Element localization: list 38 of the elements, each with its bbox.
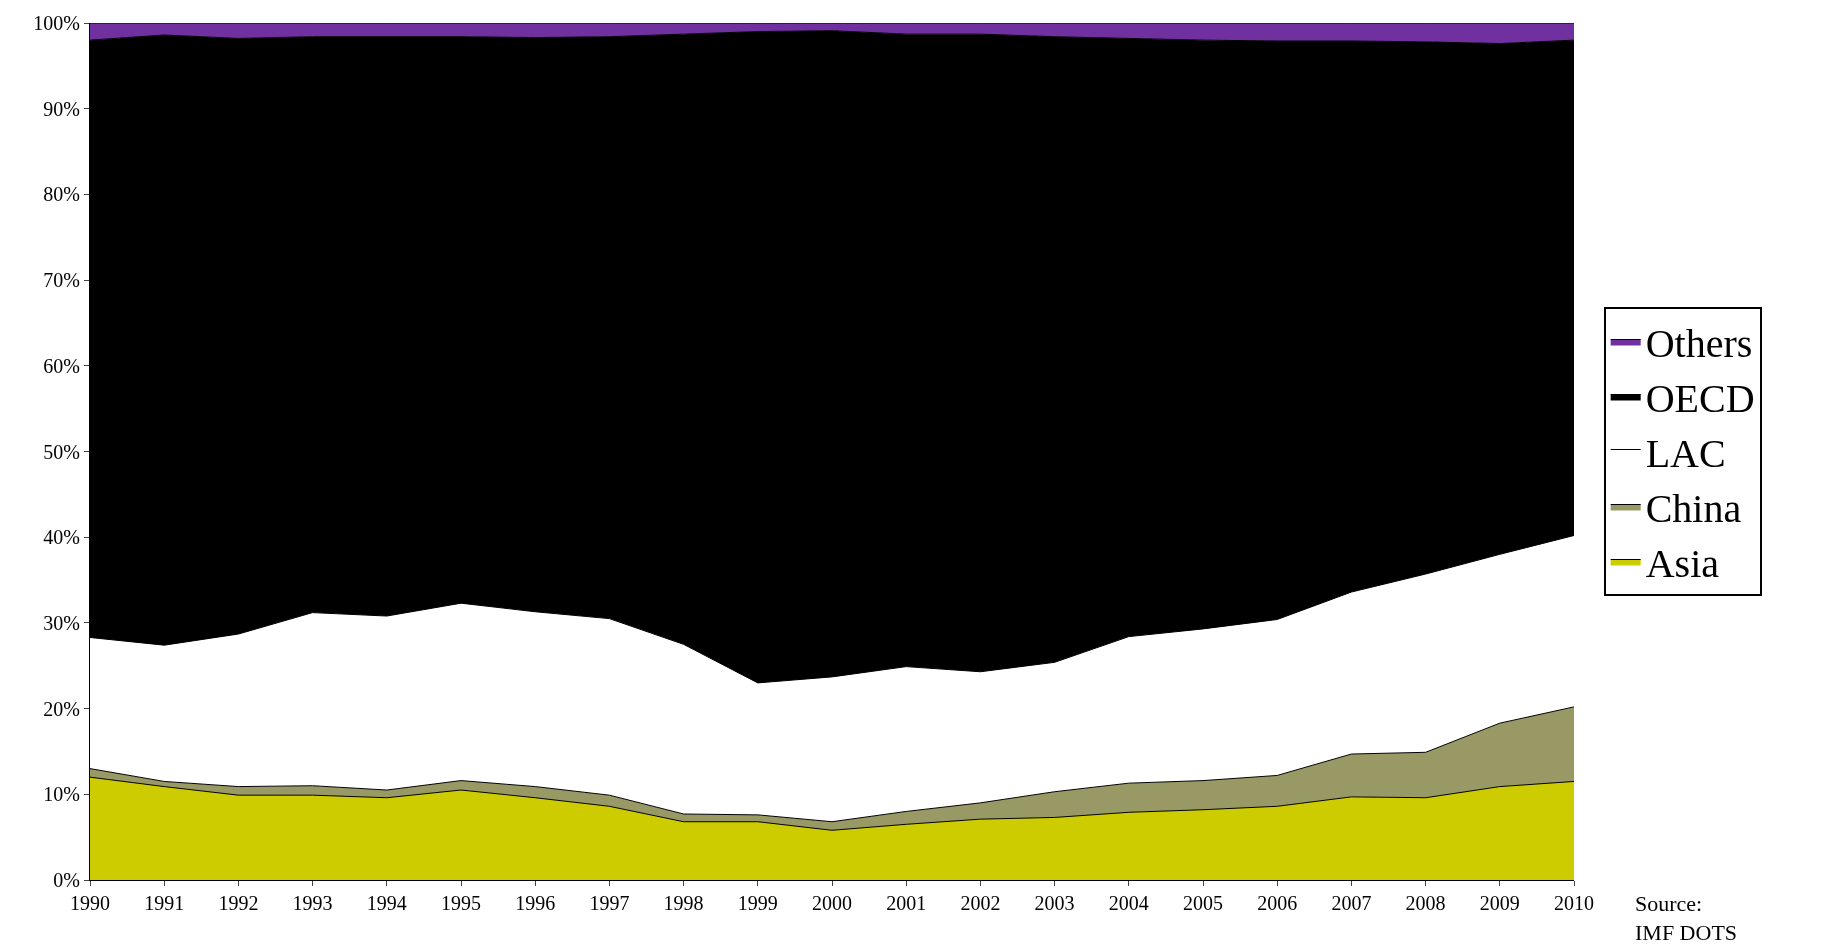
x-tick-label: 1991 [144, 892, 185, 914]
y-tick-label: 20% [43, 697, 80, 720]
x-tick-label: 2003 [1034, 892, 1075, 914]
x-tick-label: 1993 [292, 892, 333, 914]
x-tick-label: 2006 [1257, 892, 1298, 914]
source-note: Source: IMF DOTS [1635, 891, 1738, 945]
x-tick-label: 1990 [70, 892, 110, 914]
x-tick-label: 2010 [1554, 892, 1594, 914]
x-tick-label: 1995 [441, 892, 481, 914]
x-tick-label: 2004 [1108, 892, 1149, 914]
x-tick-label: 1999 [737, 892, 778, 914]
y-tick-label: 10% [43, 783, 80, 806]
legend-label: Asia [1645, 541, 1720, 587]
x-tick-label: 2008 [1405, 892, 1446, 914]
y-tick-label: 70% [43, 269, 80, 292]
x-tick-label: 1997 [589, 892, 630, 914]
x-tick-label: 2005 [1183, 892, 1223, 914]
legend-label: Others [1645, 321, 1753, 367]
x-tick-label: 2001 [886, 892, 927, 914]
legend-label: OECD [1645, 376, 1755, 422]
y-tick-label: 30% [43, 611, 80, 634]
legend-label: LAC [1645, 431, 1726, 477]
y-tick-label: 40% [43, 526, 80, 549]
x-tick-label: 1992 [218, 892, 259, 914]
y-tick-label: 100% [33, 12, 80, 34]
y-tick-label: 50% [43, 440, 80, 463]
y-tick-label: 80% [43, 183, 80, 206]
x-tick-label: 2007 [1331, 892, 1372, 914]
legend-label: China [1645, 486, 1742, 532]
x-tick-label: 2009 [1479, 892, 1520, 914]
x-tick-label: 1996 [515, 892, 556, 914]
x-tick-label: 1998 [663, 892, 704, 914]
y-tick-label: 60% [43, 354, 80, 377]
y-tick-label: 0% [53, 869, 80, 891]
x-tick-label: 2002 [960, 892, 1001, 914]
x-tick-label: 1994 [366, 892, 407, 914]
x-tick-label: 2000 [812, 892, 852, 914]
y-tick-label: 90% [43, 97, 80, 120]
